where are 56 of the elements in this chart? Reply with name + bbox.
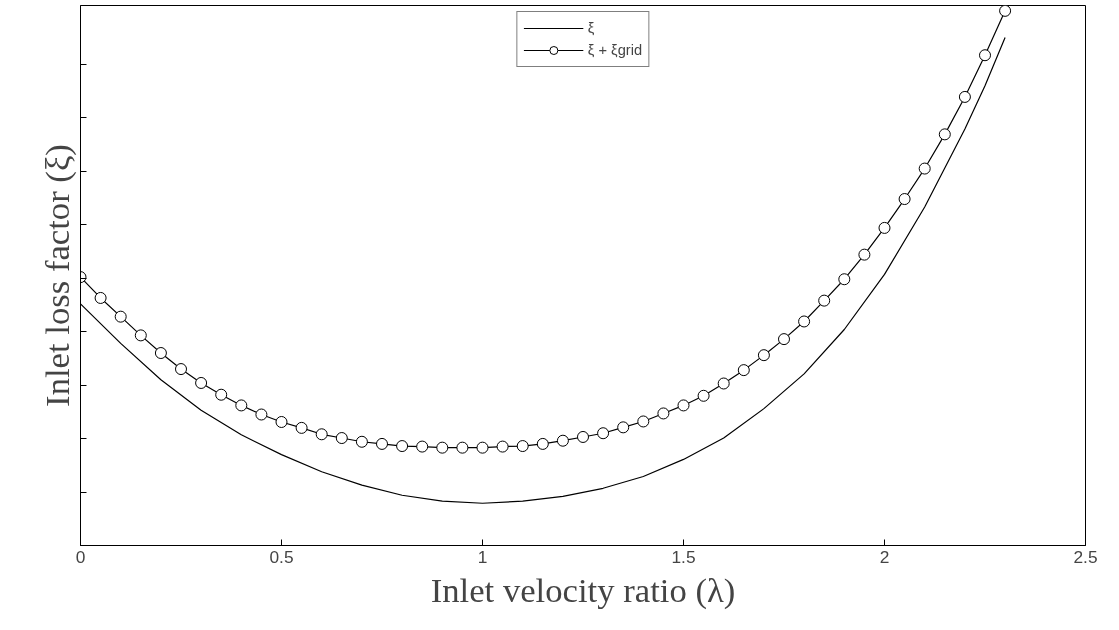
point xyxy=(637,415,650,428)
legend-label: ξ + ξgrid xyxy=(587,42,643,58)
point xyxy=(918,162,931,175)
legend-label: ξ xyxy=(587,20,596,36)
point xyxy=(999,5,1012,17)
x-tick-label: 1 xyxy=(477,546,488,567)
point xyxy=(878,221,891,234)
point xyxy=(134,329,147,342)
point xyxy=(275,416,288,428)
point xyxy=(235,399,248,412)
point xyxy=(838,273,851,286)
point xyxy=(114,310,127,323)
point xyxy=(335,432,348,445)
x-tick-label: 0.5 xyxy=(269,546,294,567)
point xyxy=(255,408,268,421)
point xyxy=(778,333,790,346)
point xyxy=(315,428,328,441)
point xyxy=(577,430,589,443)
x-tick-label: 1.5 xyxy=(671,546,696,567)
point xyxy=(476,441,489,454)
point xyxy=(677,399,690,412)
point xyxy=(396,440,409,453)
x-tick-label: 2.5 xyxy=(1073,546,1098,567)
point xyxy=(898,193,911,206)
point xyxy=(958,90,971,103)
x-tick-label: 0 xyxy=(75,546,86,567)
point xyxy=(798,315,811,328)
point xyxy=(737,364,750,377)
point xyxy=(175,363,187,376)
point xyxy=(617,421,630,434)
point xyxy=(556,434,569,447)
point xyxy=(376,437,388,450)
point xyxy=(295,421,308,434)
point xyxy=(215,388,228,401)
point xyxy=(154,347,167,360)
point xyxy=(938,128,951,141)
x-tick-label: 2 xyxy=(879,546,890,567)
point xyxy=(717,377,730,390)
point xyxy=(355,435,368,448)
point xyxy=(195,376,208,389)
point xyxy=(818,294,831,307)
x-axis-title: Inlet velocity ratio (λ) xyxy=(430,570,736,610)
point xyxy=(697,389,710,402)
point xyxy=(657,407,670,420)
point xyxy=(979,49,991,62)
point xyxy=(496,440,509,453)
point xyxy=(94,291,107,304)
point xyxy=(597,427,610,440)
point xyxy=(436,441,449,454)
point xyxy=(536,437,549,450)
y-axis-title: Inlet loss factor (ξ) xyxy=(37,144,77,407)
point xyxy=(416,440,429,453)
point xyxy=(456,441,469,454)
point xyxy=(858,248,871,261)
point xyxy=(516,440,529,453)
point xyxy=(757,349,770,362)
